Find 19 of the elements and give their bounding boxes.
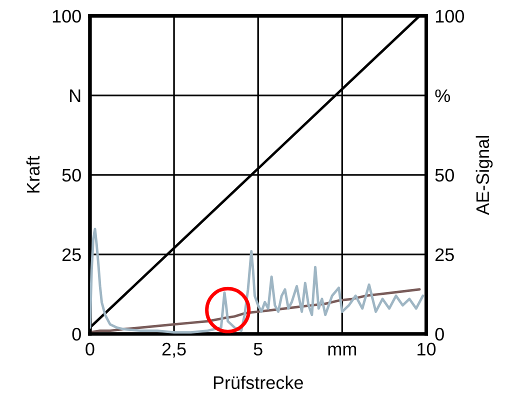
y-tick-label: 100: [52, 10, 81, 23]
y-tick-label: N: [70, 90, 80, 102]
y2-axis-title: AE-Signal: [476, 136, 493, 216]
y-tick-label: 25: [62, 248, 81, 262]
x-tick-label: 2,5: [162, 342, 186, 358]
y-axis-title: Kraft: [26, 156, 40, 193]
y2-tick-label: 100: [436, 10, 464, 23]
x-axis-title: Prüfstrecke: [214, 376, 303, 390]
y2-tick-label: 25: [435, 248, 454, 262]
y2-tick-label: %: [435, 89, 450, 102]
y2-tick-label: 0: [435, 328, 444, 341]
x-tick-label: 10: [418, 342, 436, 356]
x-tick-label: 0: [86, 342, 94, 356]
x-tick-label: mm: [328, 346, 356, 356]
x-tick-label: 5: [254, 342, 262, 356]
y-tick-label: 0: [72, 328, 81, 341]
y2-tick-label: 50: [435, 168, 454, 182]
y-tick-label: 50: [62, 168, 81, 182]
line-series: [90, 228, 424, 334]
